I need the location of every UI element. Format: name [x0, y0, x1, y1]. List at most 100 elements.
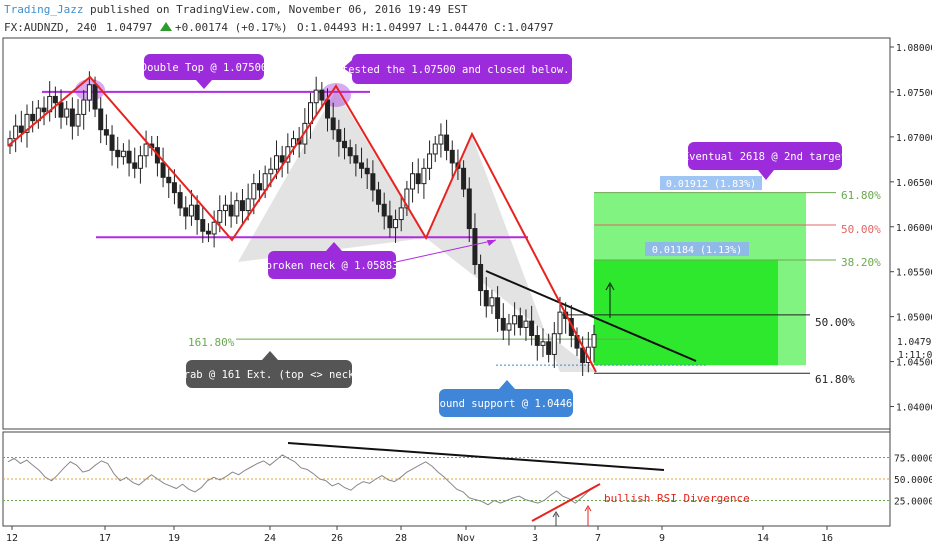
shade-triangle-left — [238, 90, 426, 262]
callout-eventual[interactable]: Eventual 2618 @ 2nd target — [683, 142, 847, 180]
candle-body — [319, 89, 325, 101]
candle-body — [387, 215, 393, 229]
price-tick-label: 1.05000 — [896, 313, 932, 324]
rsi-tick-label: 75.0000 — [894, 454, 932, 465]
candle-body — [483, 290, 489, 307]
rsi-tick-label: 25.0000 — [894, 497, 932, 508]
candle-body — [24, 113, 30, 133]
ext-1618-label: 161.80% — [188, 336, 235, 349]
svg-text:0.01184 (1.13%): 0.01184 (1.13%) — [652, 245, 742, 256]
svg-text:found support @ 1.04460: found support @ 1.04460 — [433, 398, 578, 410]
candle-body — [427, 153, 433, 169]
callout-crab[interactable]: Crab @ 161 Ext. (top <> neck) — [177, 351, 361, 388]
candle-body — [478, 264, 484, 292]
candle-body — [359, 162, 365, 169]
shade-triangle-right — [426, 136, 596, 372]
svg-text:1.04797: 1.04797 — [897, 337, 932, 348]
candle-body — [529, 320, 535, 337]
candle-body — [166, 176, 172, 184]
current-price-tag: 1.04797 — [891, 335, 932, 349]
svg-text:Eventual 2618 @ 2nd target: Eventual 2618 @ 2nd target — [683, 151, 847, 163]
callout-support[interactable]: found support @ 1.04460 — [433, 380, 579, 417]
candle-body — [52, 95, 58, 104]
candle-body — [86, 84, 92, 101]
candle-body — [472, 228, 478, 266]
time-tick-label: 17 — [99, 533, 111, 544]
pattern-zigzag — [7, 75, 597, 373]
last-price: 1.04797 — [106, 21, 152, 34]
candle-body — [461, 167, 467, 190]
candle-body — [500, 317, 506, 331]
candle-body — [13, 125, 19, 140]
target-small-badge: 0.01184 (1.13%) — [645, 242, 749, 256]
candle-body — [370, 173, 376, 191]
author-link[interactable]: Trading_Jazz — [4, 3, 83, 16]
price-tick-label: 1.06000 — [896, 223, 932, 234]
callout-tested[interactable]: tested the 1.07500 and closed below... — [342, 54, 582, 84]
candle-body — [404, 188, 410, 209]
candle-body — [183, 207, 189, 217]
candle-body — [444, 134, 450, 151]
callout-double-top[interactable]: Double Top @ 1.07500 — [141, 54, 267, 89]
broken-neck-arrow — [395, 239, 497, 263]
candle-body — [64, 108, 70, 118]
time-tick-label: 3 — [532, 533, 538, 544]
time-tick-label: 28 — [395, 533, 407, 544]
candle-body — [109, 134, 115, 151]
candle-body — [546, 341, 552, 355]
svg-text:broken neck @ 1.05883: broken neck @ 1.05883 — [266, 260, 399, 272]
candle-body — [438, 134, 444, 145]
candle-body — [268, 168, 274, 175]
candle-body — [449, 149, 455, 164]
pattern-layer — [7, 75, 597, 373]
candle-body — [200, 219, 206, 232]
candle-body — [81, 99, 87, 115]
candle-body — [194, 204, 200, 221]
rsi-divergence-line — [531, 483, 601, 522]
candle-body — [517, 315, 523, 328]
time-tick-label: 16 — [821, 533, 833, 544]
candle-body — [205, 230, 211, 235]
fib-382-label: 38.20% — [841, 256, 881, 269]
candle-body — [132, 162, 138, 169]
candle-body — [234, 200, 240, 217]
candle-body — [222, 204, 228, 212]
fib-618-bottom-label: 61.80% — [815, 373, 855, 386]
candle-body — [30, 113, 36, 122]
candle-body — [75, 113, 81, 127]
callout-broken-neck[interactable]: broken neck @ 1.05883 — [266, 242, 399, 279]
candle-body — [120, 150, 126, 158]
candle-body — [58, 102, 64, 118]
candle-body — [69, 108, 75, 127]
candle-body — [512, 315, 518, 325]
candle-body — [41, 107, 47, 113]
targets-layer — [594, 192, 806, 366]
trend-line — [485, 270, 697, 362]
ohlc-open: O:1.04493 — [297, 21, 357, 34]
candle-body — [137, 155, 143, 169]
candle-body — [279, 155, 285, 163]
ohlc-low: L:1.04470 — [428, 21, 488, 34]
rsi-divergence-label: bullish RSI Divergence — [604, 492, 750, 505]
candle-body — [313, 89, 319, 104]
candle-body — [432, 143, 438, 155]
candle-body — [160, 162, 166, 178]
symbol-label: FX:AUDNZD, 240 — [4, 21, 97, 34]
rsi-arrow-left-head — [552, 511, 560, 518]
candle-body — [364, 167, 370, 175]
target-arrow-head — [605, 281, 615, 291]
rsi-arrow-right-head — [584, 505, 592, 512]
candle-body — [211, 221, 217, 235]
candle-body — [115, 149, 121, 158]
candle-body — [336, 129, 342, 142]
svg-text:0.01912 (1.83%): 0.01912 (1.83%) — [666, 179, 756, 190]
candle-body — [228, 204, 234, 217]
candle-body — [376, 189, 382, 205]
candle-body — [18, 125, 24, 133]
price-tick-label: 1.08000 — [896, 43, 932, 54]
candle-body — [330, 117, 336, 131]
candle-body — [466, 188, 472, 230]
header: Trading_Jazz published on TradingView.co… — [4, 3, 554, 34]
candle-body — [421, 167, 427, 185]
